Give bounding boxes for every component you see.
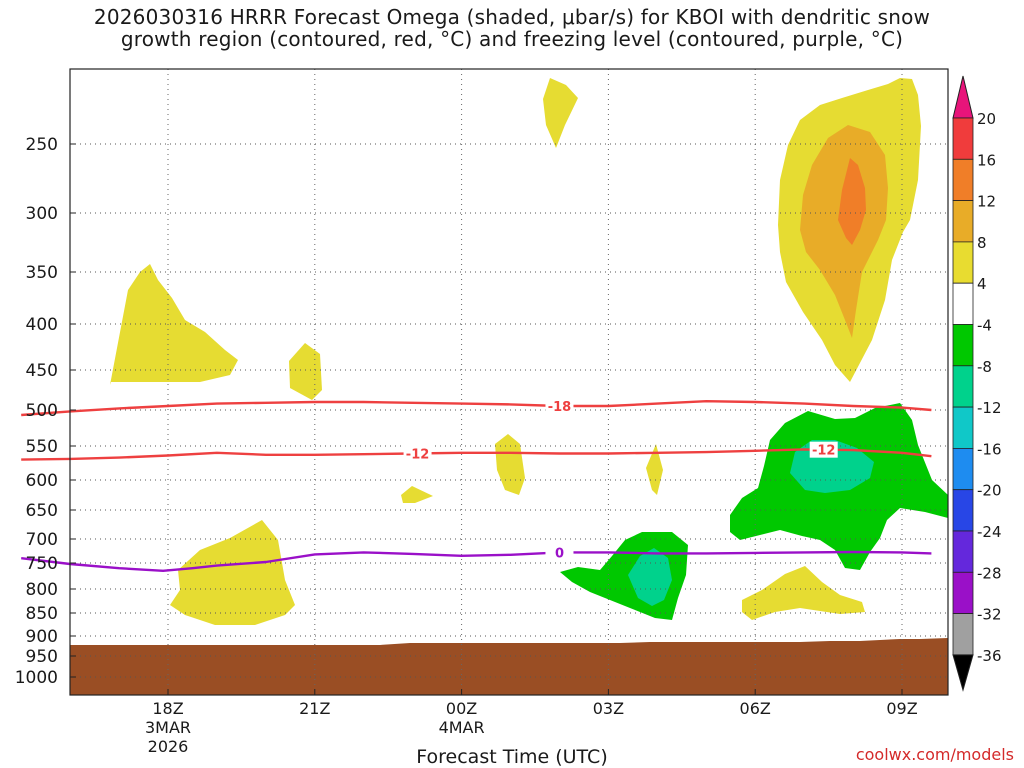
colorbar-swatch bbox=[952, 241, 974, 284]
colorbar-swatch bbox=[952, 365, 974, 408]
x-tick-label: 18Z bbox=[152, 699, 183, 718]
colorbar-swatch bbox=[952, 324, 974, 367]
contour-line bbox=[21, 550, 932, 572]
y-tick-label: 550 bbox=[26, 437, 58, 457]
colorbar-label: 8 bbox=[977, 234, 987, 252]
x-tick-sublabel: 4MAR bbox=[439, 718, 485, 737]
colorbar-swatch bbox=[952, 282, 974, 325]
colorbar-label: -24 bbox=[977, 523, 1002, 541]
colorbar-label: -28 bbox=[977, 564, 1002, 582]
x-tick-label: 06Z bbox=[740, 699, 771, 718]
colorbar-label: -4 bbox=[977, 317, 992, 335]
omega-region-positive bbox=[838, 158, 866, 245]
colorbar-top-arrow bbox=[952, 75, 974, 119]
colorbar-label: -16 bbox=[977, 440, 1002, 458]
omega-region-positive bbox=[742, 566, 865, 620]
colorbar-label: -36 bbox=[977, 647, 1002, 665]
omega-region-positive bbox=[110, 264, 238, 385]
colorbar-label: 4 bbox=[977, 275, 987, 293]
omega-shading bbox=[110, 78, 921, 625]
contour-label: -12 bbox=[406, 447, 430, 462]
contour-label-bg bbox=[545, 398, 574, 414]
chart-title: 2026030316 HRRR Forecast Omega (shaded, … bbox=[0, 6, 1024, 50]
colorbar-swatch bbox=[952, 530, 974, 573]
contour-line bbox=[21, 448, 932, 461]
y-tick-label: 950 bbox=[26, 647, 58, 667]
colorbar-swatch bbox=[952, 200, 974, 243]
terrain bbox=[70, 645, 948, 695]
y-tick-label: 1000 bbox=[15, 668, 58, 688]
y-tick-label: 450 bbox=[26, 361, 58, 381]
contour-label-bg bbox=[545, 544, 574, 561]
y-tick-label: 800 bbox=[26, 580, 58, 600]
colorbar-swatch bbox=[952, 489, 974, 532]
colorbar-label: -32 bbox=[977, 606, 1002, 624]
y-tick-label: 650 bbox=[26, 501, 58, 521]
colorbar-swatch bbox=[952, 571, 974, 614]
y-tick-label: 900 bbox=[26, 627, 58, 647]
x-tick-sublabel: 2026 bbox=[148, 737, 189, 756]
colorbar-label: -12 bbox=[977, 399, 1002, 417]
y-tick-label: 400 bbox=[26, 315, 58, 335]
contour-line bbox=[21, 400, 932, 417]
contour-label-bg bbox=[809, 441, 838, 458]
omega-region-positive bbox=[543, 78, 578, 148]
terrain-edge bbox=[380, 638, 948, 646]
contour-label: -12 bbox=[812, 444, 836, 459]
colorbar: 20 16 12 8 4 -4 -8 -12 -16 -20 -24 -28 -32 -36 bbox=[952, 75, 1002, 692]
contour-label-bg bbox=[403, 445, 432, 462]
contours: -18 -12 -12 0 bbox=[21, 398, 932, 572]
colorbar-bottom-arrow bbox=[952, 654, 974, 692]
contour-label: -18 bbox=[548, 400, 572, 415]
x-axis-title: Forecast Time (UTC) bbox=[416, 746, 608, 768]
x-tick-label: 03Z bbox=[593, 699, 624, 718]
y-axis: 250 300 350 400 450 500 550 600 650 700 750 800 850 9… bbox=[15, 135, 76, 688]
contour-label: 0 bbox=[555, 546, 564, 561]
colorbar-swatch bbox=[952, 447, 974, 491]
title-line-2: growth region (contoured, red, °C) and f… bbox=[120, 27, 904, 51]
plot-frame bbox=[69, 68, 949, 696]
title-line-1: 2026030316 HRRR Forecast Omega (shaded, … bbox=[93, 5, 931, 29]
omega-region-positive bbox=[170, 520, 295, 625]
y-tick-label: 500 bbox=[26, 401, 58, 421]
y-tick-label: 350 bbox=[26, 263, 58, 283]
y-tick-label: 250 bbox=[26, 135, 58, 155]
colorbar-swatch bbox=[952, 158, 974, 202]
x-tick-label: 21Z bbox=[299, 699, 330, 718]
omega-region-positive bbox=[495, 434, 525, 495]
omega-region-positive bbox=[401, 486, 433, 503]
x-tick-label: 00Z bbox=[446, 699, 477, 718]
y-tick-label: 300 bbox=[26, 204, 58, 224]
omega-region-positive bbox=[646, 444, 663, 495]
colorbar-swatch bbox=[952, 406, 974, 449]
colorbar-label: 12 bbox=[977, 193, 996, 211]
colorbar-swatch bbox=[952, 117, 974, 160]
colorbar-label: 20 bbox=[977, 110, 996, 128]
colorbar-label: -20 bbox=[977, 482, 1002, 500]
colorbar-label: 16 bbox=[977, 151, 996, 169]
x-tick-label: 09Z bbox=[886, 699, 917, 718]
colorbar-label: -8 bbox=[977, 358, 992, 376]
y-tick-label: 750 bbox=[26, 554, 58, 574]
omega-region-positive bbox=[289, 343, 322, 400]
y-tick-label: 850 bbox=[26, 604, 58, 624]
y-tick-label: 700 bbox=[26, 530, 58, 550]
x-tick-sublabel: 3MAR bbox=[145, 718, 191, 737]
source-credit: coolwx.com/models bbox=[855, 745, 1014, 764]
y-tick-label: 600 bbox=[26, 471, 58, 491]
colorbar-swatch bbox=[952, 613, 974, 656]
